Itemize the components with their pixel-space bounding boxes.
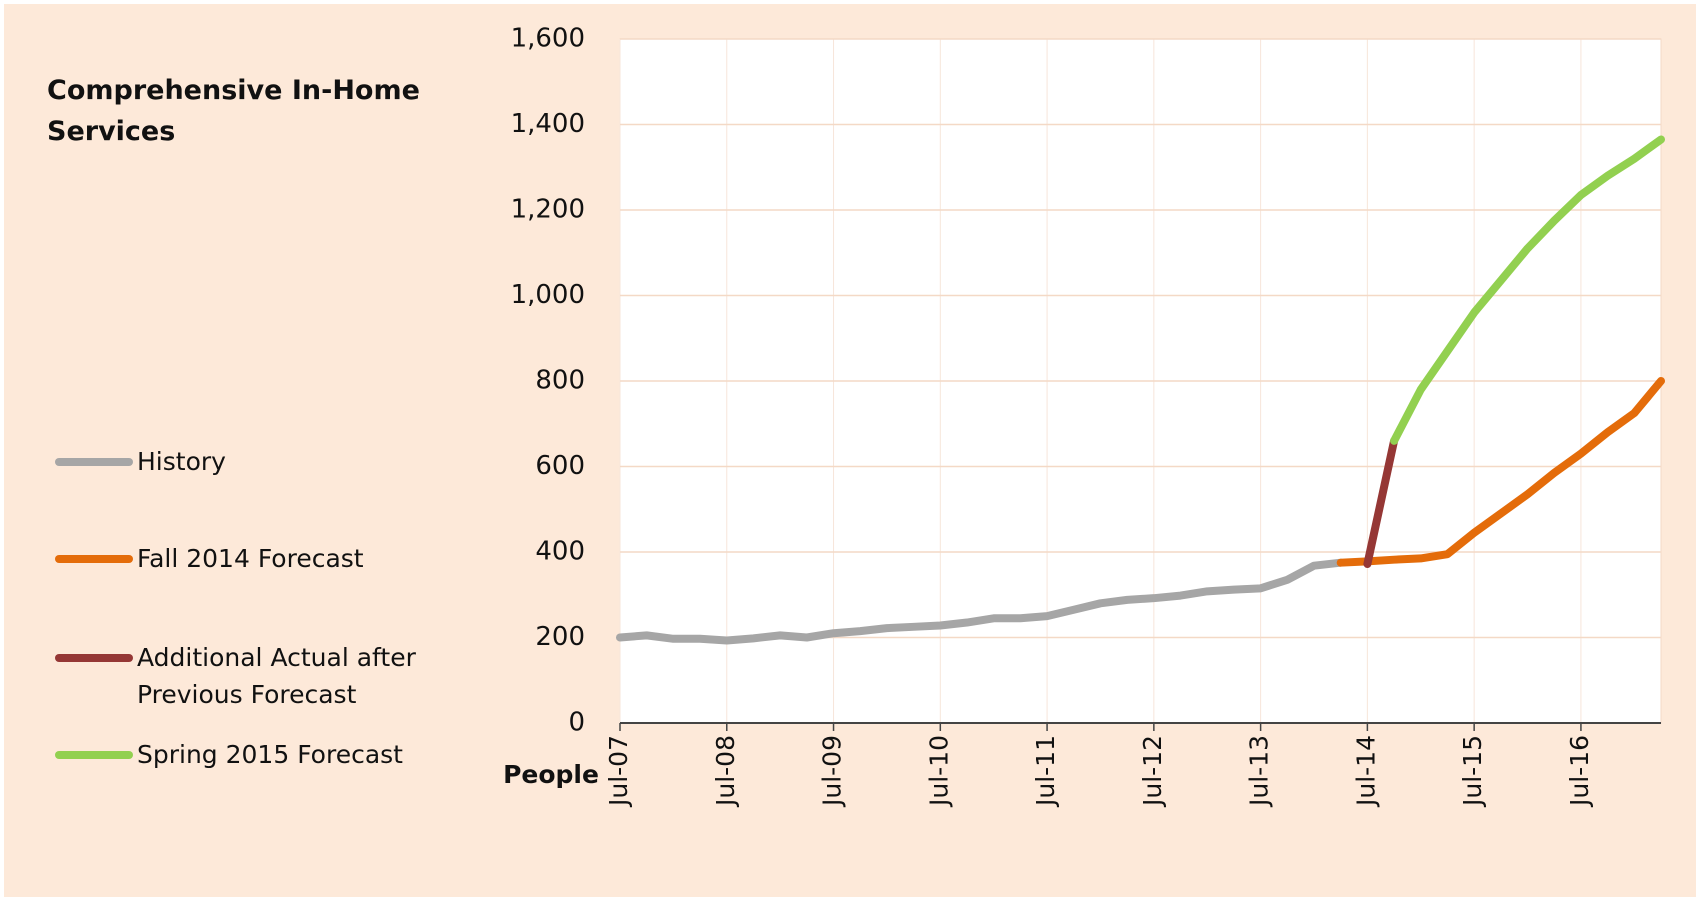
y-tick-label: 1,400: [511, 109, 585, 139]
series-line: [1336, 377, 1665, 567]
y-tick-label: 0: [568, 708, 585, 738]
legend-swatch: [55, 751, 133, 759]
legend-swatch: [55, 458, 133, 466]
x-tick-label: Jul-13: [1245, 735, 1274, 808]
x-tick-label: Jul-10: [924, 735, 953, 808]
y-tick-label: 200: [535, 622, 585, 652]
series-line: [616, 558, 1345, 645]
x-tick-label: Jul-14: [1351, 735, 1380, 808]
x-tick-label: Jul-12: [1138, 735, 1167, 808]
legend-swatch: [55, 654, 133, 662]
y-tick-label: 1,600: [511, 24, 585, 54]
x-tick-label: Jul-16: [1565, 735, 1594, 808]
x-tick-label: Jul-15: [1458, 735, 1487, 808]
chart-title: Comprehensive In-Home Services: [47, 75, 420, 147]
x-tick-label: Jul-07: [604, 735, 633, 808]
y-tick-label: 1,000: [511, 280, 585, 310]
y-axis-label: People: [503, 760, 599, 789]
y-tick-label: 1,200: [511, 195, 585, 225]
y-tick-label: 600: [535, 451, 585, 481]
y-tick-label: 800: [535, 366, 585, 396]
series-line: [1363, 436, 1399, 568]
legend-label: Additional Actual after Previous Forecas…: [137, 643, 416, 709]
legend-label: Spring 2015 Forecast: [137, 740, 403, 769]
legend-swatch: [55, 555, 133, 563]
series-line: [1390, 135, 1665, 445]
legend-label: History: [137, 447, 226, 476]
legend-label: Fall 2014 Forecast: [137, 544, 364, 573]
x-tick-label: Jul-08: [711, 735, 740, 808]
x-tick-label: Jul-09: [818, 735, 847, 808]
x-tick-label: Jul-11: [1031, 735, 1060, 808]
y-tick-label: 400: [535, 537, 585, 567]
